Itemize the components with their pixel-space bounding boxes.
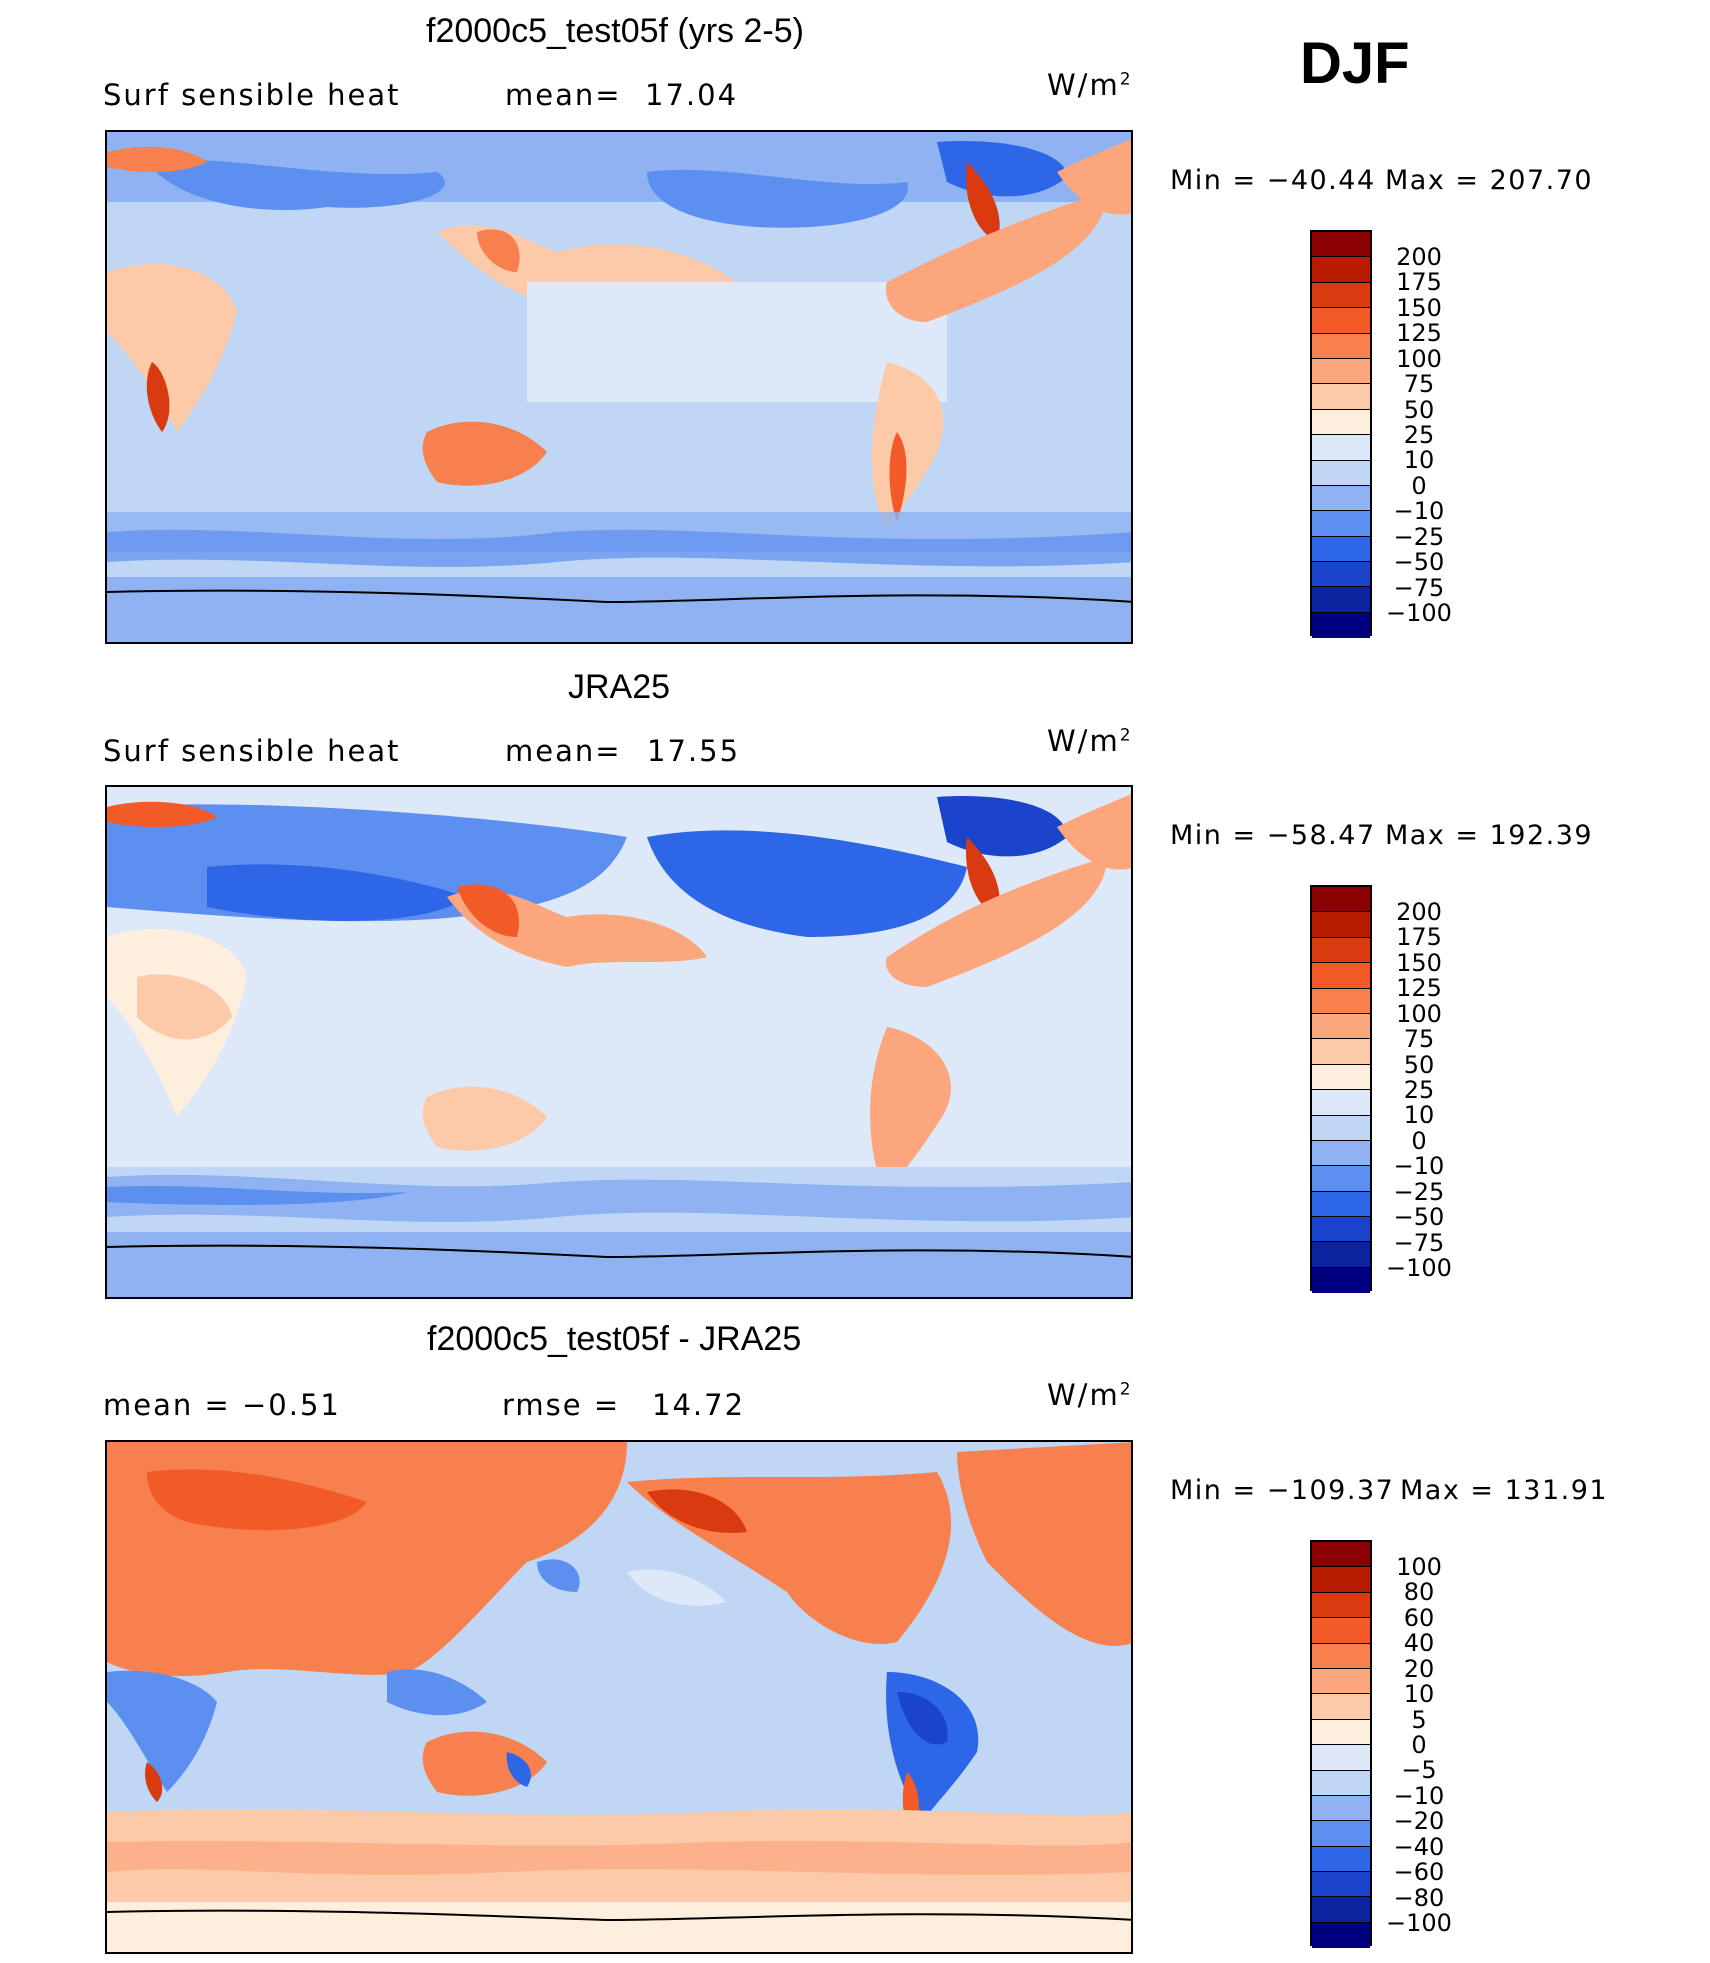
colorbar-obs — [1310, 885, 1372, 1294]
map-obs — [105, 785, 1133, 1299]
colorbar-label: 100 — [1396, 345, 1442, 373]
colorbar-label: −60 — [1393, 1858, 1445, 1886]
colorbar-label: 25 — [1403, 421, 1435, 449]
colorbar-label: 25 — [1403, 1076, 1435, 1104]
colorbar-label: 10 — [1403, 1680, 1435, 1708]
units-label: W/m2 — [1047, 724, 1133, 758]
colorbar-label: 150 — [1396, 294, 1442, 322]
colorbar-label: 75 — [1403, 1025, 1435, 1053]
colorbar-label: −100 — [1386, 1254, 1452, 1282]
colorbar-label: 100 — [1396, 1553, 1442, 1581]
colorbar-label: 150 — [1396, 949, 1442, 977]
colorbar-label: −25 — [1393, 523, 1445, 551]
units-label: W/m2 — [1047, 1378, 1133, 1412]
map-model — [105, 130, 1133, 644]
colorbar-label: 60 — [1403, 1604, 1435, 1632]
colorbar-label: 5 — [1411, 1706, 1427, 1734]
min-label: Min = −109.37 — [1170, 1475, 1395, 1506]
panel-title: f2000c5_test05f - JRA25 — [427, 1320, 802, 1358]
colorbar-label: 75 — [1403, 370, 1435, 398]
min-label: Min = −40.44 — [1170, 165, 1376, 196]
colorbar-label: −10 — [1393, 1152, 1445, 1180]
colorbar-model — [1310, 230, 1372, 639]
map-diff — [105, 1440, 1133, 1954]
colorbar-label: −50 — [1393, 1203, 1445, 1231]
panel-title: JRA25 — [568, 668, 671, 706]
colorbar-label: 50 — [1403, 396, 1435, 424]
colorbar-diff — [1310, 1540, 1372, 1949]
mean-label: mean= — [505, 734, 622, 768]
mean-value: 17.55 — [647, 734, 741, 768]
colorbar-label: 0 — [1411, 1127, 1427, 1155]
colorbar-label: 0 — [1411, 1731, 1427, 1759]
colorbar-label: −10 — [1393, 1782, 1445, 1810]
colorbar-label: 125 — [1396, 319, 1442, 347]
colorbar-label: 50 — [1403, 1051, 1435, 1079]
season-label: DJF — [1300, 31, 1410, 96]
variable-label: Surf sensible heat — [103, 78, 401, 112]
colorbar-label: 80 — [1403, 1578, 1435, 1606]
colorbar-label: −20 — [1393, 1807, 1445, 1835]
colorbar-label: 175 — [1396, 268, 1442, 296]
colorbar-label: −50 — [1393, 548, 1445, 576]
diff-mean-label: mean = −0.51 — [103, 1388, 341, 1422]
colorbar-label: 100 — [1396, 1000, 1442, 1028]
colorbar-label: 20 — [1403, 1655, 1435, 1683]
map-obs-field — [107, 787, 1131, 1297]
colorbar-label: 10 — [1403, 446, 1435, 474]
colorbar-label: 40 — [1403, 1629, 1435, 1657]
max-label: Max = 207.70 — [1385, 165, 1594, 196]
units-label: W/m2 — [1047, 68, 1133, 102]
colorbar-label: −100 — [1386, 599, 1452, 627]
mean-value: 17.04 — [645, 78, 739, 112]
map-model-field — [107, 132, 1131, 642]
colorbar-label: 125 — [1396, 974, 1442, 1002]
map-diff-field — [107, 1442, 1131, 1952]
rmse-value: 14.72 — [652, 1388, 746, 1422]
variable-label: Surf sensible heat — [103, 734, 401, 768]
rmse-label: rmse = — [502, 1388, 621, 1422]
colorbar-label: 200 — [1396, 243, 1442, 271]
colorbar-label: −10 — [1393, 497, 1445, 525]
colorbar-label: 175 — [1396, 923, 1442, 951]
colorbar-label: −80 — [1393, 1884, 1445, 1912]
mean-label: mean= — [505, 78, 622, 112]
colorbar-label: −25 — [1393, 1178, 1445, 1206]
colorbar-label: −100 — [1386, 1909, 1452, 1937]
min-label: Min = −58.47 — [1170, 820, 1376, 851]
colorbar-label: −75 — [1393, 574, 1445, 602]
colorbar-label: 200 — [1396, 898, 1442, 926]
max-label: Max = 192.39 — [1385, 820, 1594, 851]
max-label: Max = 131.91 — [1400, 1475, 1609, 1506]
colorbar-label: 0 — [1411, 472, 1427, 500]
colorbar-label: −5 — [1401, 1756, 1437, 1784]
colorbar-label: 10 — [1403, 1101, 1435, 1129]
colorbar-label: −40 — [1393, 1833, 1445, 1861]
panel-title: f2000c5_test05f (yrs 2-5) — [426, 12, 804, 50]
colorbar-label: −75 — [1393, 1229, 1445, 1257]
